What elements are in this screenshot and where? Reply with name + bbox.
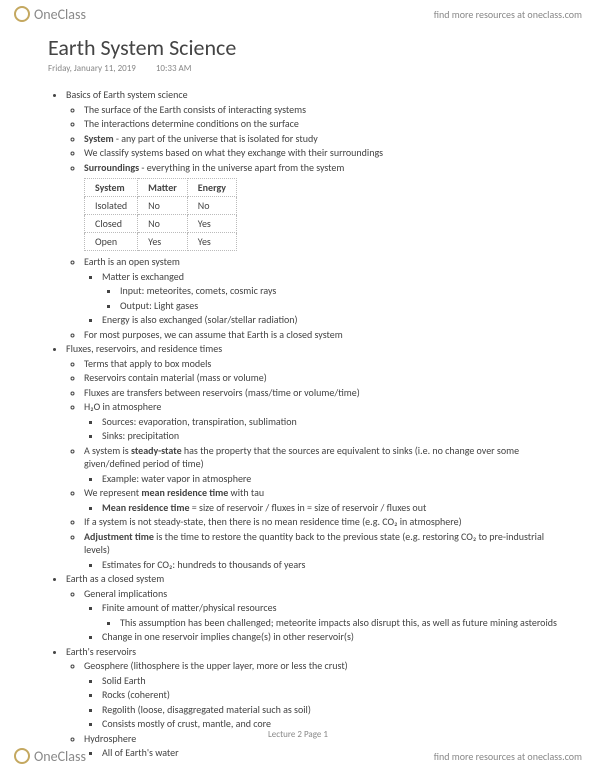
text: = size of reservoir / fluxes in = size o… (190, 501, 427, 514)
table-cell: Closed (85, 215, 138, 233)
logo: OneClass (14, 6, 86, 23)
systems-table: System Matter Energy Isolated No No Clos… (84, 178, 237, 251)
document-content: Earth System Science Friday, January 11,… (48, 34, 566, 761)
table-row: Isolated No No (85, 197, 237, 215)
list-item: Estimates for CO₂: hundreds to thousands… (102, 558, 566, 572)
brand-name: OneClass (34, 748, 86, 765)
list-item: We represent mean residence time with ta… (84, 486, 566, 500)
term: mean residence time (141, 486, 228, 499)
meta-line: Friday, January 11, 2019 10:33 AM (48, 63, 566, 74)
text: with tau (228, 486, 264, 499)
bottom-bar: OneClass find more resources at oneclass… (0, 742, 596, 770)
list-item: Fluxes are transfers between reservoirs … (84, 386, 566, 400)
list-item: The surface of the Earth consists of int… (84, 103, 566, 117)
table-header: Matter (138, 179, 188, 197)
list-item: Regolith (loose, disaggregated material … (102, 703, 566, 717)
text: - any part of the universe that is isola… (114, 132, 318, 145)
list-item: Reservoirs contain material (mass or vol… (84, 371, 566, 385)
list-item: H₂O in atmosphere (84, 400, 566, 414)
table-cell: No (187, 197, 236, 215)
top-bar: OneClass find more resources at oneclass… (0, 0, 596, 28)
list-item: Sinks: precipitation (102, 429, 566, 443)
list-item: Solid Earth (102, 674, 566, 688)
time: 10:33 AM (156, 63, 192, 74)
table-cell: Yes (138, 233, 188, 251)
tagline[interactable]: find more resources at oneclass.com (434, 750, 582, 763)
table-header: System (85, 179, 138, 197)
table-cell: Yes (187, 215, 236, 233)
list-item: Geosphere (lithosphere is the upper laye… (84, 659, 566, 673)
logo-icon (14, 6, 30, 22)
list-item: Adjustment time is the time to restore t… (84, 530, 566, 557)
section-heading: Earth as a closed system (66, 572, 566, 586)
tagline[interactable]: find more resources at oneclass.com (434, 8, 582, 21)
text: - everything in the universe apart from … (139, 161, 344, 174)
list-item: Sources: evaporation, transpiration, sub… (102, 415, 566, 429)
date: Friday, January 11, 2019 (48, 63, 136, 74)
section-heading: Fluxes, reservoirs, and residence times (66, 342, 566, 356)
list-item: This assumption has been challenged; met… (120, 616, 566, 630)
list-item: Change in one reservoir implies change(s… (102, 630, 566, 644)
table-cell: No (138, 215, 188, 233)
outline: Basics of Earth system science The surfa… (48, 88, 566, 760)
text: A system is (84, 444, 131, 457)
list-item: Energy is also exchanged (solar/stellar … (102, 313, 566, 327)
list-item: Surroundings - everything in the univers… (84, 161, 566, 175)
brand-name: OneClass (34, 6, 86, 23)
table-row: Closed No Yes (85, 215, 237, 233)
list-item: A system is steady-state has the propert… (84, 444, 566, 471)
page-title: Earth System Science (48, 34, 566, 61)
list-item: The interactions determine conditions on… (84, 117, 566, 131)
list-item: General implications (84, 587, 566, 601)
table-cell: Isolated (85, 197, 138, 215)
table-header: Energy (187, 179, 236, 197)
list-item: Earth is an open system (84, 255, 566, 269)
logo: OneClass (14, 748, 86, 765)
term: Mean residence time (102, 501, 190, 514)
term: steady-state (131, 444, 182, 457)
term: Surroundings (84, 161, 139, 174)
section-heading: Earth's reservoirs (66, 645, 566, 659)
list-item: For most purposes, we can assume that Ea… (84, 328, 566, 342)
table-cell: Yes (187, 233, 236, 251)
term: Adjustment time (84, 530, 154, 543)
text: We represent (84, 486, 141, 499)
list-item: System - any part of the universe that i… (84, 132, 566, 146)
table-cell: No (138, 197, 188, 215)
list-item: Output: Light gases (120, 299, 566, 313)
page-footer: Lecture 2 Page 1 (0, 729, 596, 740)
table-row: Open Yes Yes (85, 233, 237, 251)
section-heading: Basics of Earth system science (66, 88, 566, 102)
list-item: Terms that apply to box models (84, 357, 566, 371)
list-item: Finite amount of matter/physical resourc… (102, 601, 566, 615)
logo-icon (14, 748, 30, 764)
list-item: We classify systems based on what they e… (84, 146, 566, 160)
table-cell: Open (85, 233, 138, 251)
list-item: If a system is not steady-state, then th… (84, 515, 566, 529)
term: System (84, 132, 114, 145)
list-item: Matter is exchanged (102, 270, 566, 284)
list-item: Mean residence time = size of reservoir … (102, 501, 566, 515)
list-item: Example: water vapor in atmosphere (102, 472, 566, 486)
list-item: Input: meteorites, comets, cosmic rays (120, 284, 566, 298)
list-item: Rocks (coherent) (102, 688, 566, 702)
